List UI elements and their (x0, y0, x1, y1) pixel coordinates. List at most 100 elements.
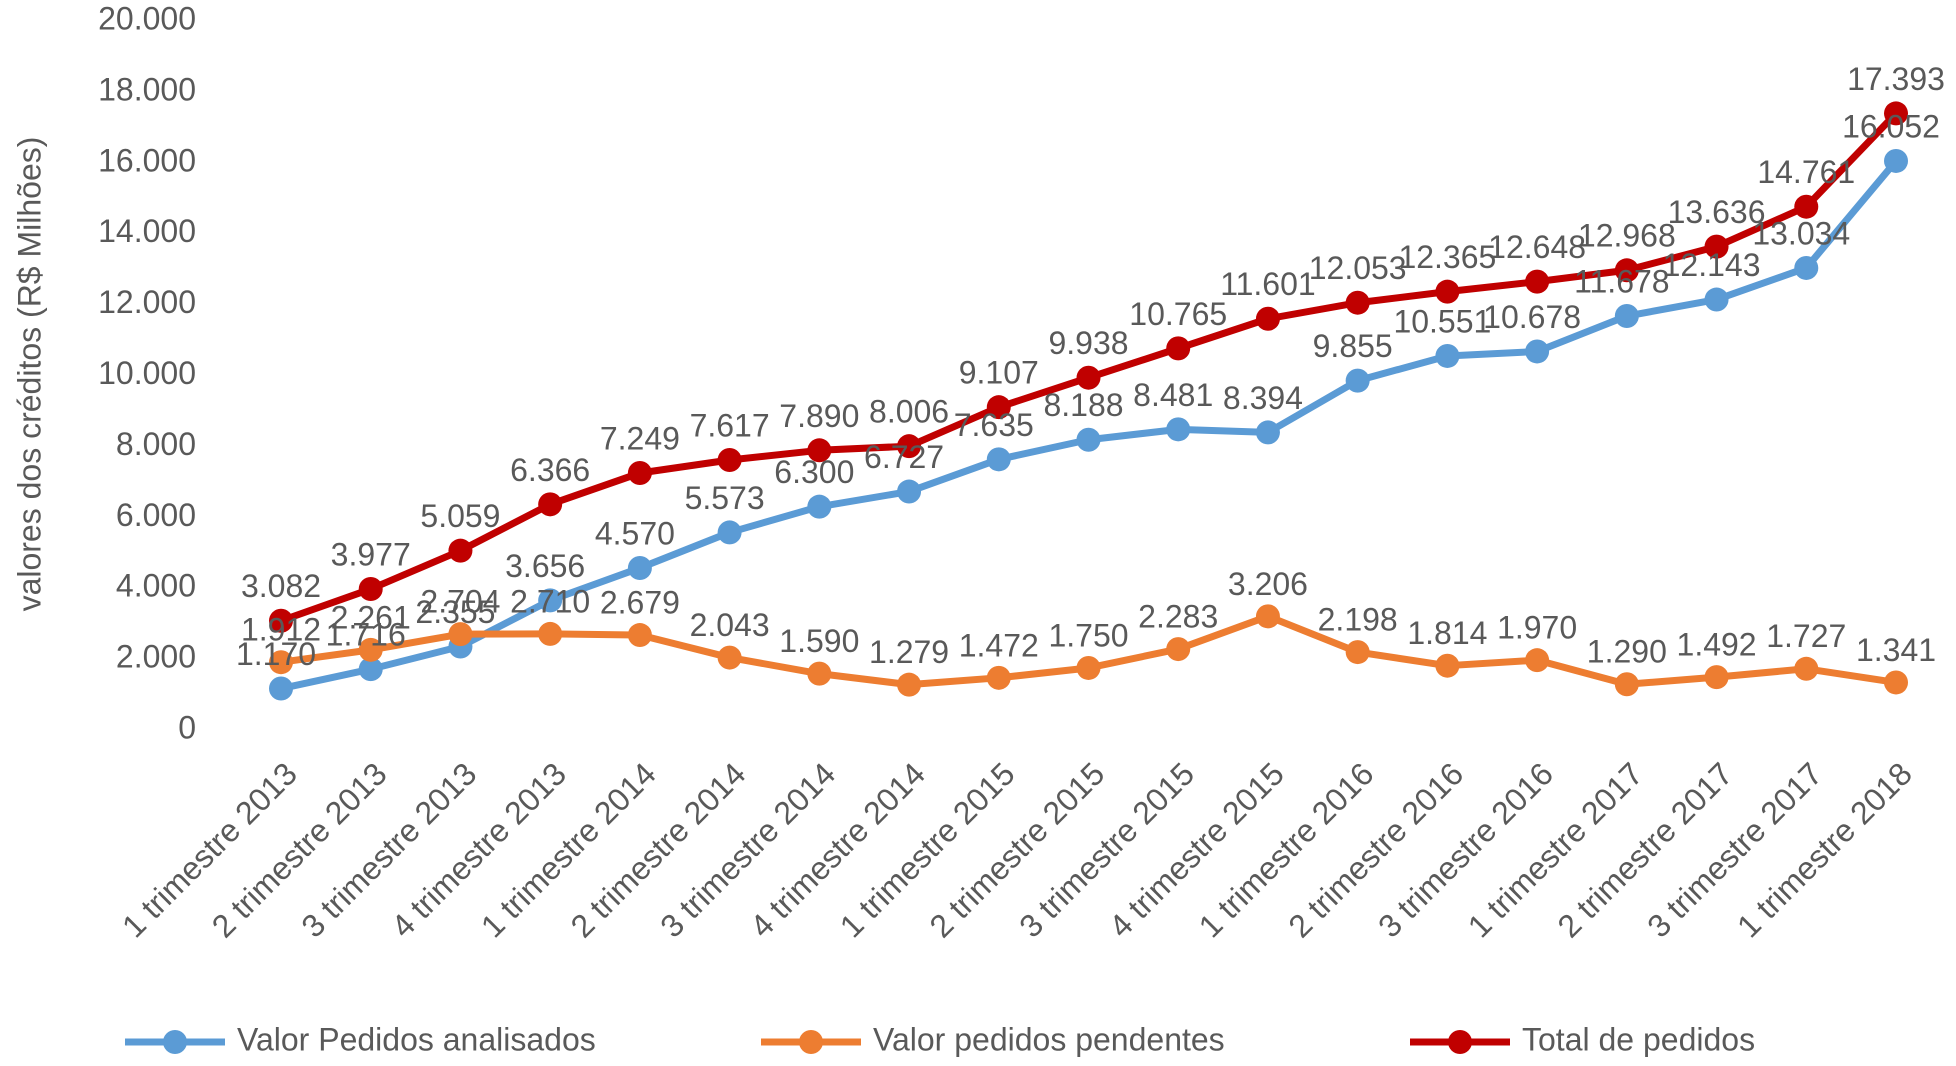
data-label: 1.716 (326, 617, 406, 653)
data-label: 2.283 (1138, 599, 1218, 635)
data-label: 5.573 (685, 480, 765, 516)
data-label: 7.635 (954, 407, 1034, 443)
point (717, 645, 742, 670)
data-label: 6.366 (510, 452, 590, 488)
point (358, 637, 383, 662)
data-label: 6.300 (774, 454, 854, 490)
point (1435, 279, 1460, 304)
data-label: 8.006 (869, 394, 949, 430)
data-label: 2.704 (420, 584, 500, 620)
data-label: 13.636 (1668, 194, 1766, 230)
data-label: 1.170 (236, 636, 316, 672)
data-label: 7.890 (779, 398, 859, 434)
data-label: 1.472 (959, 627, 1039, 663)
legend-label: Valor pedidos pendentes (873, 1021, 1225, 1057)
point (1076, 365, 1101, 390)
data-label: 10.765 (1129, 296, 1227, 332)
point (986, 665, 1011, 690)
point (538, 492, 563, 517)
data-label: 12.053 (1309, 250, 1407, 286)
legend-marker (799, 1030, 823, 1054)
point (1794, 255, 1819, 280)
data-label: 1.727 (1766, 618, 1846, 654)
point (627, 461, 652, 486)
legend-label: Total de pedidos (1522, 1021, 1755, 1057)
point (1525, 648, 1550, 673)
point (986, 395, 1011, 420)
point (1884, 148, 1908, 173)
data-label: 3.977 (331, 536, 411, 572)
point (269, 608, 293, 633)
y-tick-label: 20.000 (98, 0, 196, 36)
point (1166, 336, 1191, 361)
point (1435, 653, 1460, 678)
y-tick-label: 2.000 (116, 639, 196, 675)
point (538, 621, 563, 646)
point (986, 447, 1011, 472)
data-label: 13.034 (1752, 215, 1850, 251)
data-label: 5.059 (420, 498, 500, 534)
point (1076, 655, 1101, 680)
y-tick-label: 8.000 (116, 426, 196, 462)
data-label: 3.082 (241, 568, 321, 604)
legend-label: Valor Pedidos analisados (237, 1021, 596, 1057)
data-label: 7.249 (600, 420, 680, 456)
data-label: 2.710 (510, 583, 590, 619)
data-label: 12.365 (1398, 239, 1496, 275)
data-label: 2.355 (415, 594, 495, 630)
point (807, 438, 832, 463)
point (1794, 656, 1819, 681)
data-label: 2.043 (690, 607, 770, 643)
point (358, 577, 383, 602)
point (1166, 417, 1191, 442)
point (1345, 290, 1370, 315)
point (1884, 101, 1908, 126)
data-label: 11.601 (1220, 266, 1316, 302)
data-label: 17.393 (1847, 61, 1945, 97)
point (1614, 672, 1639, 697)
data-label: 1.279 (869, 634, 949, 670)
data-label: 9.938 (1048, 325, 1128, 361)
point (1255, 306, 1280, 331)
point (1704, 665, 1729, 690)
data-label: 1.492 (1677, 627, 1757, 663)
point (448, 538, 473, 563)
point (627, 555, 652, 580)
data-label: 14.761 (1757, 154, 1855, 190)
data-label: 1.814 (1407, 615, 1487, 651)
point (1614, 258, 1639, 283)
point (627, 623, 652, 648)
point (1525, 269, 1550, 294)
point (897, 434, 922, 459)
point (807, 494, 832, 519)
y-tick-label: 4.000 (116, 568, 196, 604)
data-label: 12.968 (1578, 218, 1676, 254)
data-label: 16.052 (1842, 108, 1940, 144)
point (717, 520, 742, 545)
point (269, 650, 293, 675)
point (1704, 287, 1729, 312)
point (358, 657, 383, 682)
data-label: 7.617 (690, 407, 770, 443)
point (1794, 194, 1819, 219)
data-label: 6.727 (864, 439, 944, 475)
y-tick-label: 6.000 (116, 497, 196, 533)
y-axis-title: valores dos créditos (R$ Milhões) (11, 137, 47, 612)
y-tick-label: 10.000 (98, 355, 196, 391)
data-label: 11.678 (1574, 263, 1670, 299)
data-label: 9.107 (959, 355, 1039, 391)
data-label: 1.970 (1497, 610, 1577, 646)
data-label: 3.206 (1228, 566, 1308, 602)
data-label: 3.656 (505, 548, 585, 584)
data-label: 10.678 (1483, 299, 1581, 335)
point (1076, 427, 1101, 452)
point (1255, 420, 1280, 445)
legend-marker (1448, 1030, 1472, 1054)
point (1614, 304, 1639, 329)
point (1884, 670, 1908, 695)
y-tick-label: 18.000 (98, 71, 196, 107)
data-label: 2.198 (1318, 602, 1398, 638)
data-label: 2.679 (600, 584, 680, 620)
data-label: 8.188 (1043, 387, 1123, 423)
